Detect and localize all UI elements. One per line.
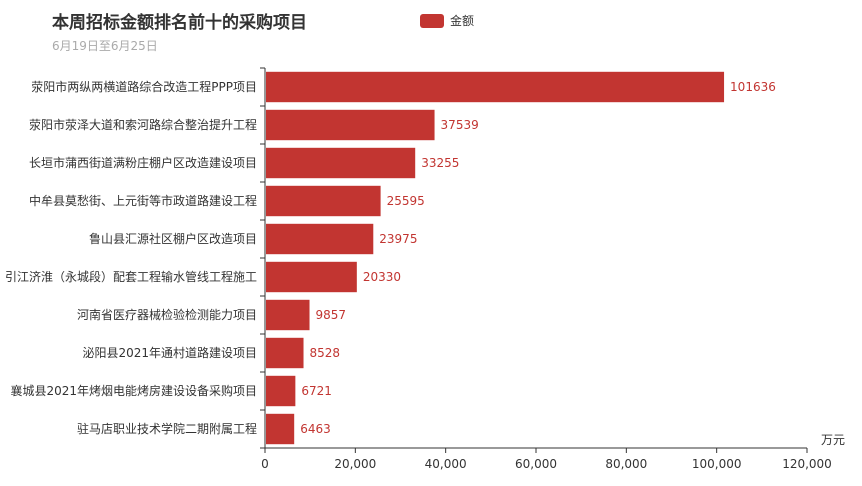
bar xyxy=(266,71,725,103)
x-tick-label: 0 xyxy=(261,457,269,471)
category-label: 襄城县2021年烤烟电能烤房建设设备采购项目 xyxy=(10,383,257,398)
bar xyxy=(266,375,296,407)
category-label: 驻马店职业技术学院二期附属工程 xyxy=(77,421,257,436)
x-tick-label: 100,000 xyxy=(692,457,742,471)
category-label: 河南省医疗器械检验检测能力项目 xyxy=(77,307,257,322)
value-label: 6463 xyxy=(300,422,331,436)
x-tick-label: 120,000 xyxy=(782,457,832,471)
x-tick-label: 60,000 xyxy=(515,457,557,471)
value-label: 25595 xyxy=(387,194,425,208)
bar xyxy=(266,299,310,331)
legend-swatch xyxy=(420,13,444,28)
legend[interactable]: 金额 xyxy=(420,12,474,29)
bar xyxy=(266,223,374,255)
bar xyxy=(266,413,295,445)
bar xyxy=(266,337,304,369)
value-label: 20330 xyxy=(363,270,401,284)
category-label: 荥阳市两纵两横道路综合改造工程PPP项目 xyxy=(31,79,257,94)
x-tick-label: 20,000 xyxy=(334,457,376,471)
value-label: 8528 xyxy=(310,346,341,360)
bar xyxy=(266,185,381,217)
value-label: 9857 xyxy=(316,308,347,322)
category-label: 长垣市蒲西街道满粉庄棚户区改造建设项目 xyxy=(29,155,257,170)
bar xyxy=(266,147,416,179)
bar xyxy=(266,109,435,141)
category-label: 鲁山县汇源社区棚户区改造项目 xyxy=(89,231,257,246)
category-label: 引江济淮（永城段）配套工程输水管线工程施工 xyxy=(5,269,257,284)
category-label: 泌阳县2021年通村道路建设项目 xyxy=(82,345,257,360)
x-tick-label: 40,000 xyxy=(425,457,467,471)
value-label: 37539 xyxy=(441,118,479,132)
value-label: 6721 xyxy=(301,384,332,398)
value-label: 33255 xyxy=(421,156,459,170)
value-label: 101636 xyxy=(730,80,776,94)
category-label: 荥阳市荥泽大道和索河路综合整治提升工程 xyxy=(29,117,257,132)
chart-title: 本周招标金额排名前十的采购项目 xyxy=(52,13,307,33)
chart-subtitle: 6月19日至6月25日 xyxy=(52,39,158,53)
bar xyxy=(266,261,357,293)
value-label: 23975 xyxy=(379,232,417,246)
x-axis-unit-label: 万元 xyxy=(821,433,845,447)
category-label: 中牟县莫愁街、上元街等市政道路建设工程 xyxy=(29,193,257,208)
legend-label: 金额 xyxy=(450,14,475,28)
x-tick-label: 80,000 xyxy=(605,457,647,471)
